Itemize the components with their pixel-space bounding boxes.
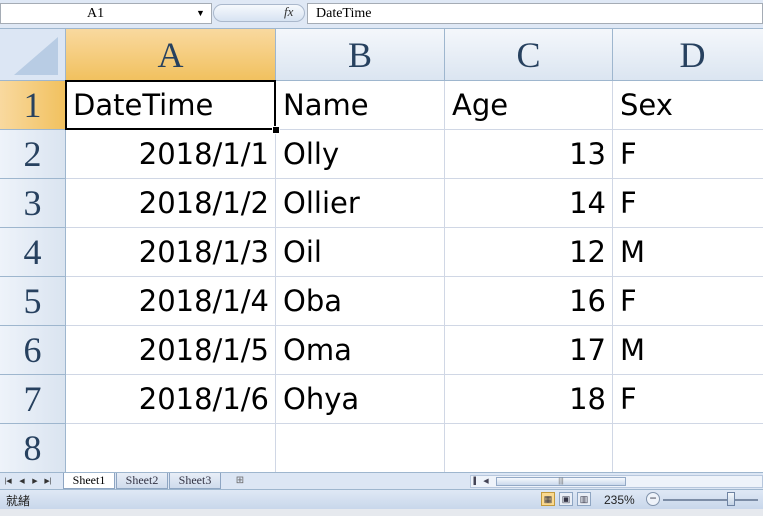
cell-a2[interactable]: 2018/1/1 <box>66 130 276 179</box>
insert-function-icon[interactable]: fx <box>284 4 294 19</box>
status-bar: 就緒 ▦ ▣ ▥ 235% − <box>0 489 763 510</box>
cell-a4[interactable]: 2018/1/3 <box>66 228 276 277</box>
select-all-corner[interactable] <box>0 29 66 81</box>
row-header-1[interactable]: 1 <box>0 81 66 130</box>
formula-bar: A1 ▼ fx DateTime <box>0 0 763 29</box>
cell-b3[interactable]: Ollier <box>276 179 445 228</box>
zoom-slider-track[interactable] <box>663 499 758 501</box>
zoom-level[interactable]: 235% <box>604 493 635 507</box>
cell-c6[interactable]: 17 <box>445 326 613 375</box>
scroll-left-icon[interactable]: ◀ <box>483 478 489 485</box>
cell-b2[interactable]: Olly <box>276 130 445 179</box>
zoom-slider-thumb[interactable] <box>727 492 735 506</box>
cell-d7[interactable]: F <box>613 375 763 424</box>
sheet-tab-sheet1[interactable]: Sheet1 <box>63 473 115 489</box>
fill-handle[interactable] <box>272 126 280 134</box>
sheet-tab-sheet2[interactable]: Sheet2 <box>116 473 168 489</box>
row-header-2[interactable]: 2 <box>0 130 66 179</box>
page-layout-view-icon[interactable]: ▣ <box>559 492 573 506</box>
scroll-thumb[interactable]: ||| <box>496 477 626 486</box>
cell-a3[interactable]: 2018/1/2 <box>66 179 276 228</box>
cell-d8[interactable] <box>613 424 763 472</box>
name-box[interactable]: A1 <box>0 3 212 24</box>
tab-split-handle-icon[interactable]: ▌ <box>473 478 479 485</box>
column-header-d[interactable]: D <box>613 29 763 81</box>
zoom-out-icon[interactable]: − <box>646 492 660 506</box>
cell-c8[interactable] <box>445 424 613 472</box>
formula-pill-handle[interactable] <box>213 4 305 22</box>
window-bottom-edge <box>0 509 763 516</box>
row-header-4[interactable]: 4 <box>0 228 66 277</box>
name-box-dropdown-icon[interactable]: ▼ <box>196 8 205 18</box>
cell-a8[interactable] <box>66 424 276 472</box>
cell-c3[interactable]: 14 <box>445 179 613 228</box>
status-text: 就緒 <box>6 494 31 508</box>
row-header-8[interactable]: 8 <box>0 424 66 472</box>
cell-d3[interactable]: F <box>613 179 763 228</box>
sheet-tab-bar: |◀ ◀ ▶ ▶| Sheet1 Sheet2 Sheet3 ⊞ ▌ ◀ ||| <box>0 472 763 490</box>
prev-sheet-icon[interactable]: ◀ <box>19 478 25 485</box>
column-header-b[interactable]: B <box>276 29 445 81</box>
cell-c5[interactable]: 16 <box>445 277 613 326</box>
formula-input[interactable]: DateTime <box>307 3 763 24</box>
normal-view-icon[interactable]: ▦ <box>541 492 555 506</box>
column-header-c[interactable]: C <box>445 29 613 81</box>
first-sheet-icon[interactable]: |◀ <box>4 478 12 485</box>
cell-a5[interactable]: 2018/1/4 <box>66 277 276 326</box>
cell-b8[interactable] <box>276 424 445 472</box>
row-header-5[interactable]: 5 <box>0 277 66 326</box>
next-sheet-icon[interactable]: ▶ <box>32 478 38 485</box>
cell-c1[interactable]: Age <box>445 81 613 130</box>
cell-d1[interactable]: Sex <box>613 81 763 130</box>
cell-d4[interactable]: M <box>613 228 763 277</box>
cell-d5[interactable]: F <box>613 277 763 326</box>
row-header-6[interactable]: 6 <box>0 326 66 375</box>
cell-c4[interactable]: 12 <box>445 228 613 277</box>
row-header-7[interactable]: 7 <box>0 375 66 424</box>
column-header-a[interactable]: A <box>66 29 276 81</box>
insert-sheet-icon[interactable]: ⊞ <box>235 475 245 486</box>
page-break-preview-icon[interactable]: ▥ <box>577 492 591 506</box>
cell-b6[interactable]: Oma <box>276 326 445 375</box>
last-sheet-icon[interactable]: ▶| <box>44 478 52 485</box>
row-header-3[interactable]: 3 <box>0 179 66 228</box>
cell-b4[interactable]: Oil <box>276 228 445 277</box>
cell-c2[interactable]: 13 <box>445 130 613 179</box>
cell-d2[interactable]: F <box>613 130 763 179</box>
sheet-tab-sheet3[interactable]: Sheet3 <box>169 473 221 489</box>
select-all-triangle-icon <box>14 37 58 75</box>
horizontal-scrollbar[interactable]: ▌ ◀ ||| <box>470 475 763 488</box>
cell-d6[interactable]: M <box>613 326 763 375</box>
cell-b5[interactable]: Oba <box>276 277 445 326</box>
cell-b7[interactable]: Ohya <box>276 375 445 424</box>
cell-b1[interactable]: Name <box>276 81 445 130</box>
cell-a6[interactable]: 2018/1/5 <box>66 326 276 375</box>
cell-c7[interactable]: 18 <box>445 375 613 424</box>
cell-a7[interactable]: 2018/1/6 <box>66 375 276 424</box>
worksheet-grid: A B C D 1 DateTime Name Age Sex 2 2018/1/1 Olly 13 F 3… <box>0 29 763 472</box>
cell-a1[interactable]: DateTime <box>66 81 276 130</box>
